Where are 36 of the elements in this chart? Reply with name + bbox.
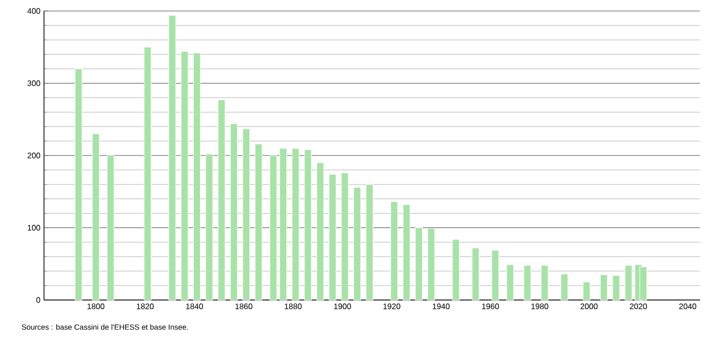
bar (624, 265, 632, 300)
bar (415, 227, 423, 300)
bar (292, 148, 300, 300)
bar (492, 250, 500, 300)
bar (582, 282, 590, 300)
bar (193, 52, 201, 300)
bar (366, 184, 374, 300)
bar (328, 174, 336, 300)
bar (524, 265, 532, 300)
bar (427, 228, 435, 300)
bar (218, 100, 226, 300)
bar (540, 265, 548, 300)
bar (180, 51, 188, 300)
bar (341, 172, 349, 300)
bar (279, 148, 288, 300)
bar (92, 134, 100, 300)
bar (560, 274, 568, 300)
bar (452, 239, 460, 300)
bar (270, 155, 278, 300)
bar (390, 201, 398, 300)
bar (600, 274, 608, 300)
bar (230, 123, 238, 300)
bar (402, 204, 410, 300)
bar (472, 248, 480, 300)
bar (144, 46, 152, 300)
bar (74, 68, 82, 300)
bar (106, 155, 114, 300)
bar (304, 149, 312, 300)
bar (353, 186, 362, 300)
bar (506, 264, 514, 300)
bar (316, 162, 324, 300)
bar (254, 144, 262, 300)
bar (168, 15, 176, 300)
bar (612, 275, 620, 300)
bar (242, 128, 250, 300)
bar (205, 154, 214, 300)
